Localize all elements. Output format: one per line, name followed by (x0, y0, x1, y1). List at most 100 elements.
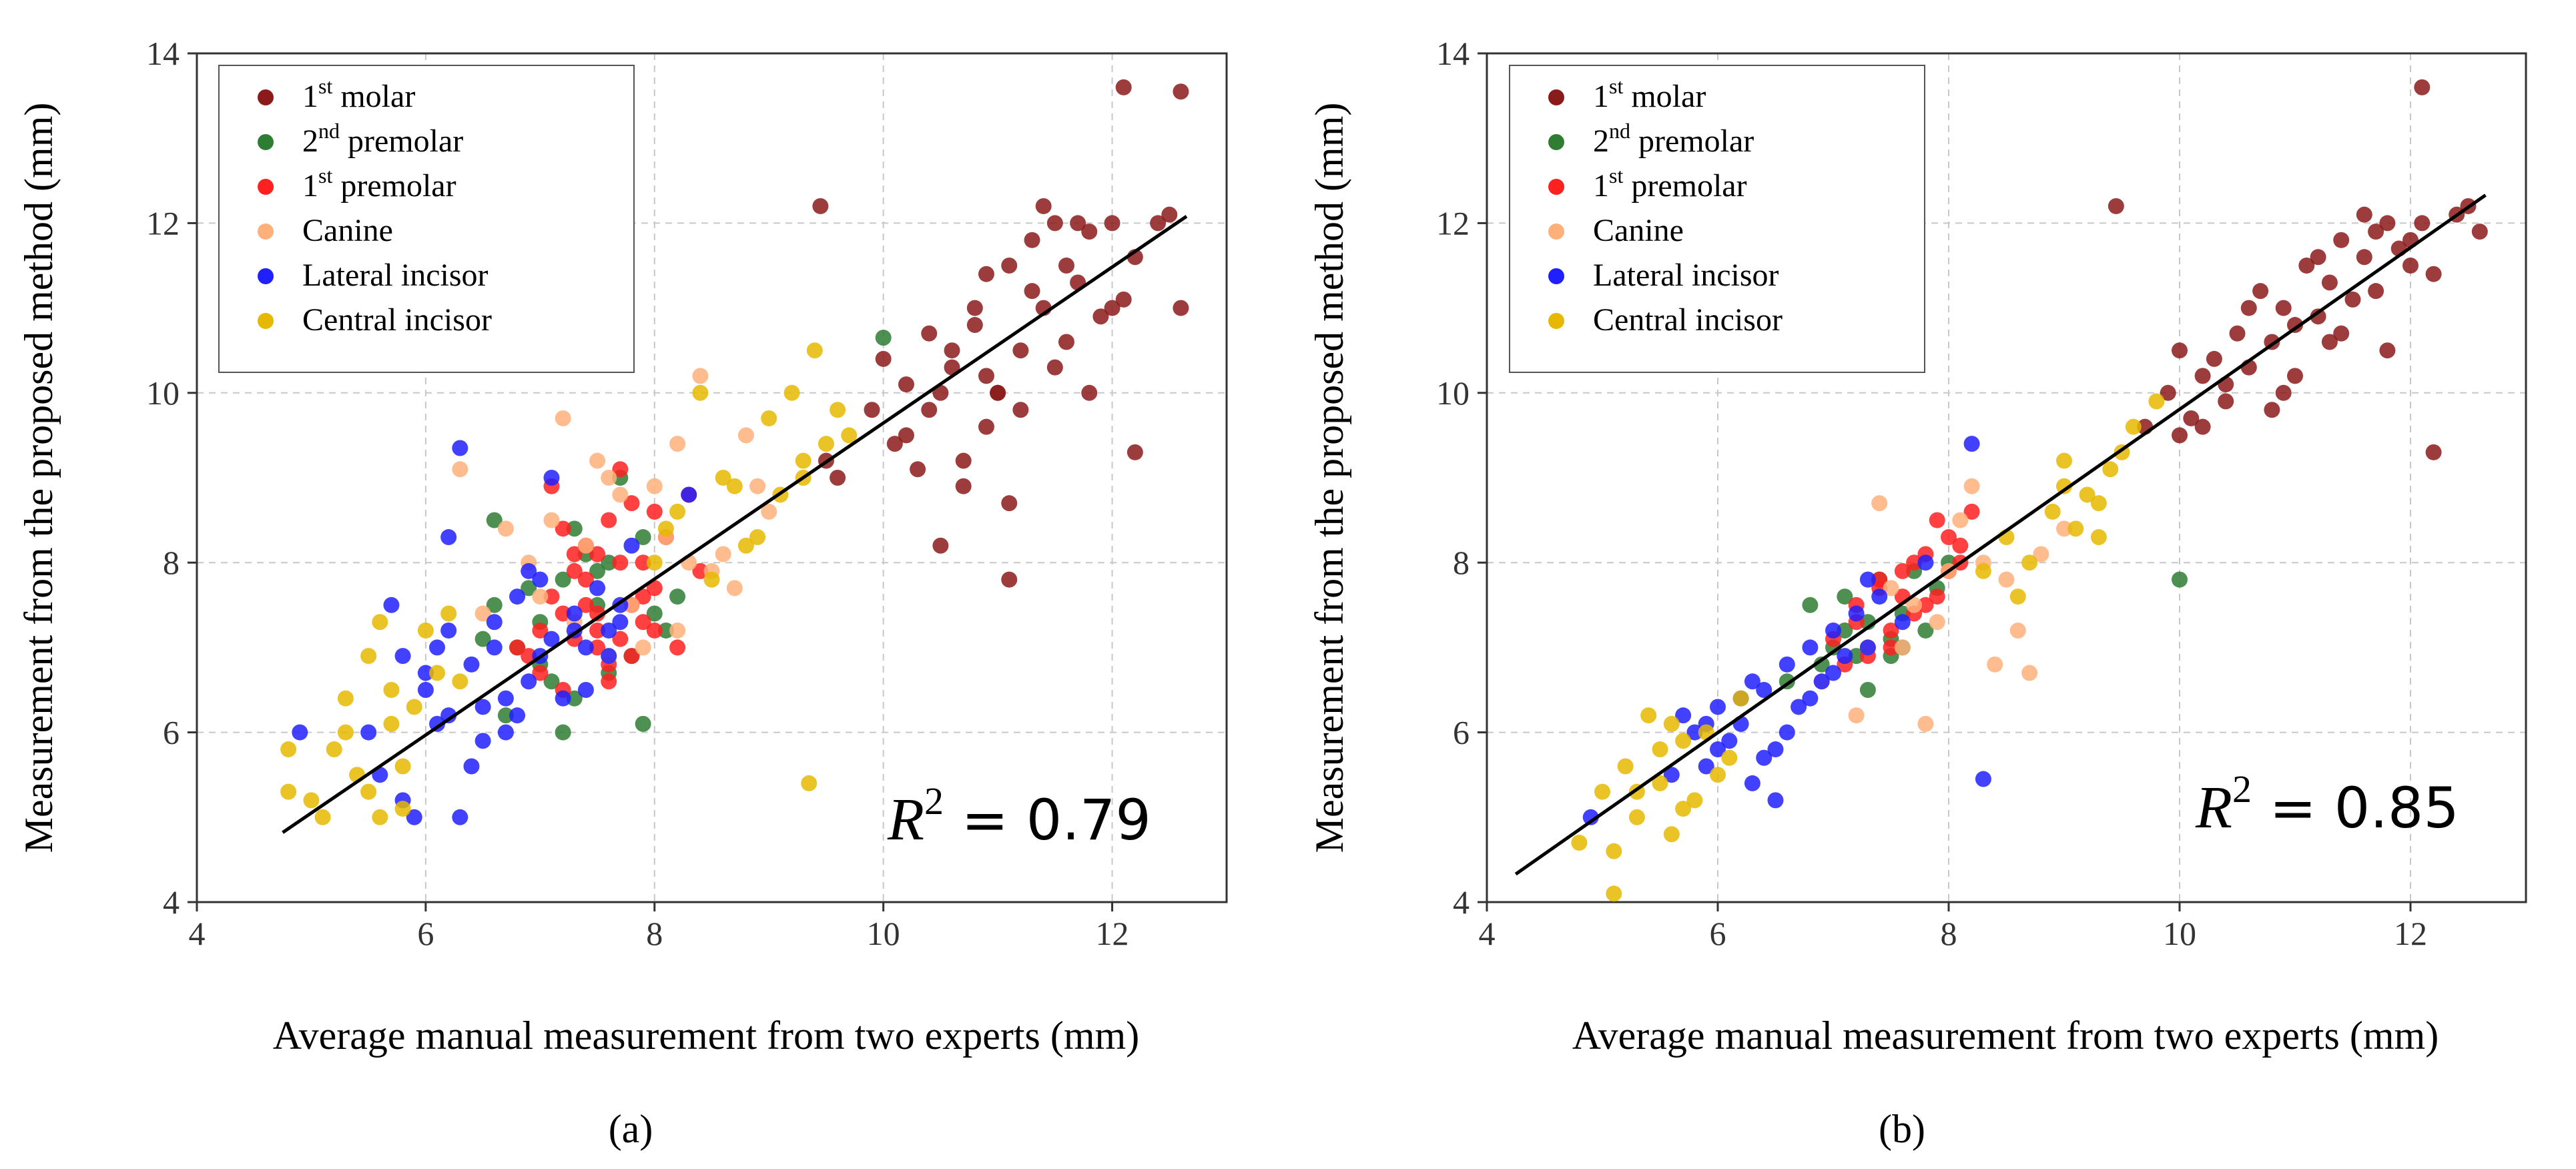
data-point (2056, 520, 2072, 537)
data-point (452, 461, 468, 478)
data-point (1883, 639, 1899, 656)
data-point (1710, 699, 1726, 715)
data-point (795, 452, 812, 469)
data-point (1825, 622, 1841, 639)
data-point (2368, 224, 2384, 240)
data-point (801, 775, 818, 791)
data-point (601, 470, 617, 486)
data-point (1987, 656, 2003, 673)
data-point (2471, 224, 2488, 240)
data-point (1929, 614, 1945, 631)
data-point (566, 546, 583, 562)
legend-label-superscript: nd (1609, 119, 1630, 143)
data-point (589, 452, 606, 469)
data-point (577, 571, 594, 588)
data-point (635, 529, 651, 546)
data-point (783, 384, 800, 401)
data-point (1640, 707, 1657, 724)
data-point (635, 554, 651, 571)
y-axis-label: Measurement from the proposed method (mm… (17, 103, 61, 853)
data-point (1024, 283, 1040, 300)
data-point (2108, 198, 2124, 214)
data-point (1894, 562, 1911, 579)
data-point (2021, 665, 2038, 681)
data-point (1606, 885, 1622, 902)
data-point (910, 461, 926, 478)
data-point (1894, 639, 1911, 656)
data-point (601, 554, 617, 571)
x-tick-label: 10 (2163, 915, 2196, 952)
data-point (830, 402, 846, 418)
legend-label-suffix: premolar (1623, 168, 1746, 204)
data-point (555, 410, 571, 426)
y-tick-label: 14 (1436, 35, 1470, 72)
data-point (1894, 614, 1911, 631)
data-point (1686, 724, 1703, 741)
legend-marker (1548, 179, 1564, 195)
r-squared-symbol: R (2195, 775, 2232, 841)
data-point (1963, 478, 1980, 494)
data-point (543, 470, 560, 486)
data-point (589, 546, 606, 562)
data-point (830, 470, 846, 486)
data-point (657, 520, 674, 537)
data-point (1092, 308, 1109, 325)
data-point (2033, 546, 2049, 562)
data-point (314, 809, 331, 825)
y-axis-label: Measurement from the proposed method (mm… (1307, 103, 1351, 853)
data-point (1871, 589, 1888, 605)
data-point (1721, 749, 1738, 766)
data-point (1046, 359, 1063, 376)
data-point (1917, 622, 1934, 639)
data-point (417, 622, 434, 639)
x-tick-label: 8 (1941, 915, 1957, 952)
subfigure-caption: (a) (609, 1107, 653, 1151)
data-point (2287, 368, 2303, 384)
legend-entry: 1st premolar (1593, 163, 1747, 204)
legend-marker (1548, 224, 1564, 240)
data-point (2067, 520, 2084, 537)
data-point (2287, 317, 2303, 334)
legend-entry: 1st molar (1593, 74, 1706, 114)
data-point (2356, 206, 2372, 223)
legend-marker (258, 179, 274, 195)
data-point (921, 325, 938, 342)
data-point (2414, 215, 2431, 232)
data-point (497, 724, 514, 741)
subfigure-caption: (b) (1879, 1107, 1925, 1151)
data-point (1173, 300, 1189, 316)
data-point (1802, 597, 1819, 613)
data-point (532, 665, 549, 681)
data-point (566, 690, 583, 707)
data-point (2194, 418, 2211, 435)
data-point (2310, 308, 2326, 325)
data-point (875, 330, 892, 346)
data-point (601, 512, 617, 528)
data-point (2252, 283, 2269, 300)
data-point (2172, 342, 2188, 359)
data-point (1813, 656, 1830, 673)
legend-label: Lateral incisor (302, 258, 489, 293)
data-point (1161, 206, 1178, 223)
data-point (280, 783, 297, 800)
data-point (2310, 249, 2326, 266)
legend-marker (1548, 134, 1564, 150)
data-point (543, 512, 560, 528)
data-point (1906, 597, 1923, 613)
data-point (360, 783, 377, 800)
data-point (2183, 410, 2200, 426)
data-point (589, 622, 606, 639)
data-point (1571, 834, 1588, 851)
r-squared-exponent: 2 (2232, 767, 2252, 811)
data-point (955, 478, 972, 494)
data-point (1975, 771, 1991, 787)
data-point (978, 266, 994, 282)
data-point (440, 622, 457, 639)
data-point (1929, 512, 1945, 528)
data-point (966, 300, 983, 316)
data-point (2009, 622, 2026, 639)
data-point (2379, 215, 2396, 232)
